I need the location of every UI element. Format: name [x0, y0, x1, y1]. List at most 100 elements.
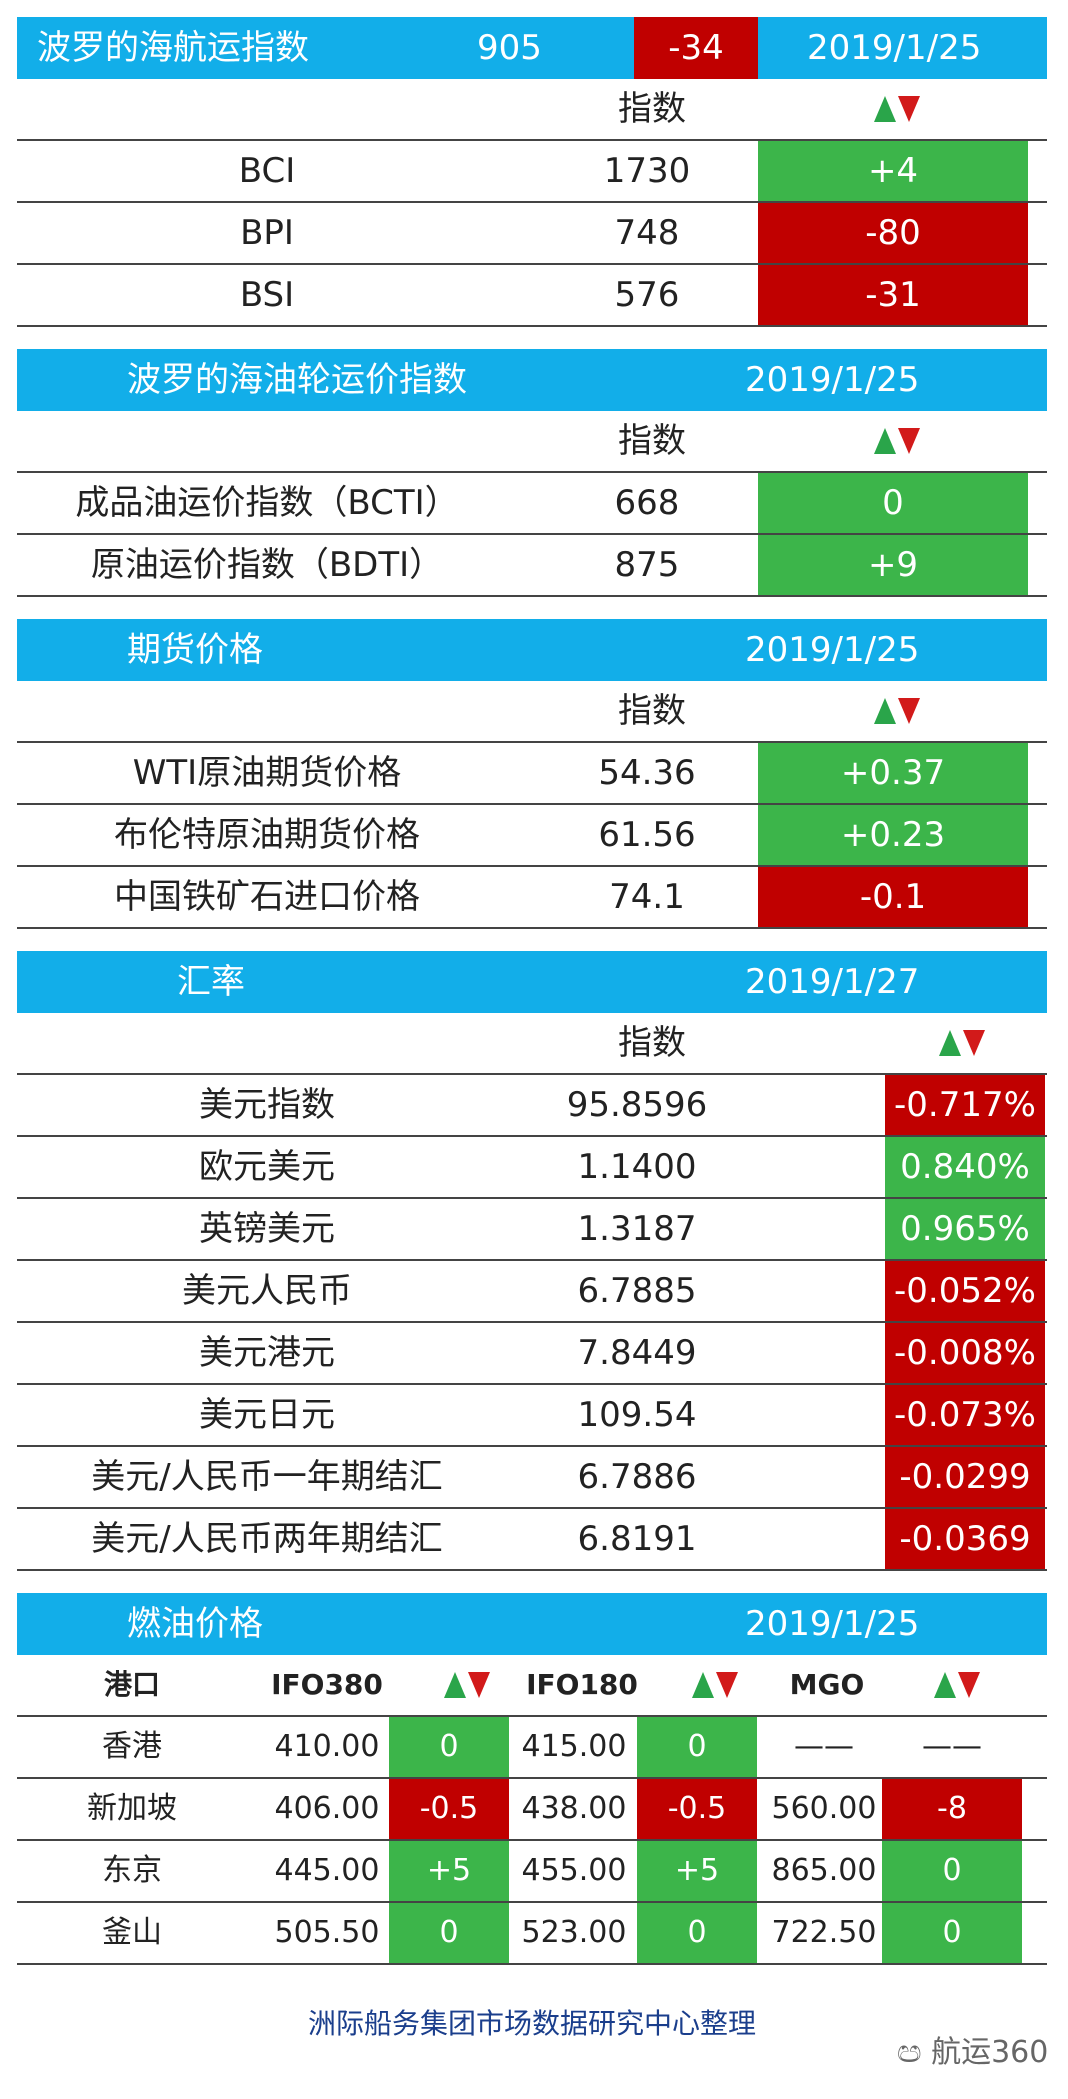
ifo380-price: 445.00 [274, 1853, 380, 1888]
fuel-date: 2019/1/25 [745, 1604, 920, 1644]
row-value: 1730 [603, 151, 691, 191]
updown-arrow-icon [907, 1655, 1007, 1715]
table-row: 原油运价指数（BDTI） 875 +9 [17, 535, 1047, 597]
market-report: 波罗的海航运指数 905 -34 2019/1/25 指数 BCI 1730 +4 B… [17, 17, 1048, 2070]
row-change: -31 [758, 265, 1028, 325]
row-name: 原油运价指数（BDTI） [90, 545, 444, 585]
futures-section: 期货价格 2019/1/25 指数 WTI原油期货价格 54.36 +0.37 布伦特… [17, 619, 1047, 929]
row-name: BCI [238, 151, 296, 191]
bdi-section: 波罗的海航运指数 905 -34 2019/1/25 指数 BCI 1730 +4 B… [17, 17, 1047, 327]
fx-column-header: 指数 [17, 1013, 1047, 1075]
row-value: 6.8191 [577, 1519, 697, 1559]
ifo380-change: -0.5 [389, 1779, 509, 1839]
ifo180-change: -0.5 [637, 1779, 757, 1839]
row-value: 875 [614, 545, 680, 585]
col-index-label: 指数 [618, 691, 686, 731]
table-row: 香港 410.00 0 415.00 0 —— —— [17, 1717, 1047, 1779]
row-name: 美元/人民币一年期结汇 [91, 1457, 443, 1497]
ifo380-price: 505.50 [274, 1915, 380, 1950]
table-row: BSI 576 -31 [17, 265, 1047, 327]
ifo180-price: 523.00 [521, 1915, 627, 1950]
ifo180-change: +5 [637, 1841, 757, 1901]
row-change: -0.1 [758, 867, 1028, 927]
row-change: 0.965% [885, 1199, 1045, 1259]
ifo180-price: 455.00 [521, 1853, 627, 1888]
row-value: 54.36 [598, 753, 696, 793]
row-name: 成品油运价指数（BCTI） [75, 483, 459, 523]
fx-title: 汇率 [177, 962, 245, 1002]
watermark: ඏ 航运360 [897, 2027, 1048, 2071]
mgo-price: 865.00 [771, 1853, 877, 1888]
table-row: 布伦特原油期货价格 61.56 +0.23 [17, 805, 1047, 867]
table-row: BCI 1730 +4 [17, 141, 1047, 203]
ifo380-price: 410.00 [274, 1729, 380, 1764]
ifo380-change: +5 [389, 1841, 509, 1901]
col-index-label: 指数 [618, 421, 686, 461]
fuel-column-header: 港口 IFO380 IFO180 MGO [17, 1655, 1047, 1717]
row-name: BPI [240, 213, 294, 253]
row-change: -80 [758, 203, 1028, 263]
row-value: 668 [614, 483, 680, 523]
row-change: +9 [758, 535, 1028, 595]
table-row: 东京 445.00 +5 455.00 +5 865.00 0 [17, 1841, 1047, 1903]
fx-date: 2019/1/27 [745, 962, 920, 1002]
ifo380-change: 0 [389, 1903, 509, 1963]
ifo180-change: 0 [637, 1717, 757, 1777]
ifo380-price: 406.00 [274, 1791, 380, 1826]
bdi-column-header: 指数 [17, 79, 1047, 141]
table-row: 美元日元 109.54 -0.073% [17, 1385, 1047, 1447]
row-name: 中国铁矿石进口价格 [114, 877, 420, 917]
tanker-date: 2019/1/25 [745, 360, 920, 400]
updown-arrow-icon [417, 1655, 517, 1715]
fuel-header: 燃油价格 2019/1/25 [17, 1593, 1047, 1655]
fx-section: 汇率 2019/1/27 指数 美元指数 95.8596 -0.717% 欧元美元 1.… [17, 951, 1047, 1571]
row-change: 0.840% [885, 1137, 1045, 1197]
row-name: 美元港元 [199, 1333, 335, 1373]
port-name: 新加坡 [87, 1791, 177, 1826]
fx-header: 汇率 2019/1/27 [17, 951, 1047, 1013]
futures-date: 2019/1/25 [745, 630, 920, 670]
table-row: WTI原油期货价格 54.36 +0.37 [17, 743, 1047, 805]
row-name: WTI原油期货价格 [132, 753, 402, 793]
row-value: 74.1 [609, 877, 685, 917]
row-value: 1.3187 [577, 1209, 697, 1249]
col-ifo180: IFO180 [526, 1668, 638, 1701]
row-change: 0 [758, 473, 1028, 533]
row-value: 748 [614, 213, 680, 253]
bdi-date: 2019/1/25 [807, 28, 982, 68]
table-row: 美元指数 95.8596 -0.717% [17, 1075, 1047, 1137]
row-change: -0.717% [885, 1075, 1045, 1135]
row-change: -0.0299 [885, 1447, 1045, 1507]
table-row: 英镑美元 1.3187 0.965% [17, 1199, 1047, 1261]
mgo-change: -8 [882, 1779, 1022, 1839]
col-index-label: 指数 [618, 89, 686, 129]
row-change: -0.0369 [885, 1509, 1045, 1569]
row-change: -0.008% [885, 1323, 1045, 1383]
table-row: 美元人民币 6.7885 -0.052% [17, 1261, 1047, 1323]
tanker-column-header: 指数 [17, 411, 1047, 473]
bdi-header: 波罗的海航运指数 905 -34 2019/1/25 [17, 17, 1047, 79]
futures-title: 期货价格 [127, 630, 263, 670]
row-value: 6.7885 [577, 1271, 697, 1311]
bdi-value: 905 [477, 28, 542, 68]
row-name: 美元日元 [199, 1395, 335, 1435]
row-change: -0.073% [885, 1385, 1045, 1445]
row-change: +0.23 [758, 805, 1028, 865]
table-row: BPI 748 -80 [17, 203, 1047, 265]
ifo180-price: 415.00 [521, 1729, 627, 1764]
tanker-rows: 成品油运价指数（BCTI） 668 0 原油运价指数（BDTI） 875 +9 [17, 473, 1047, 597]
mgo-change: —— [922, 1729, 982, 1764]
port-name: 东京 [102, 1853, 162, 1888]
tanker-title: 波罗的海油轮运价指数 [127, 360, 467, 400]
updown-arrow-icon [665, 1655, 765, 1715]
row-value: 95.8596 [566, 1085, 708, 1125]
row-change: -0.052% [885, 1261, 1045, 1321]
row-value: 6.7886 [577, 1457, 697, 1497]
mgo-price: —— [794, 1729, 854, 1764]
row-change: +0.37 [758, 743, 1028, 803]
table-row: 成品油运价指数（BCTI） 668 0 [17, 473, 1047, 535]
row-name: 英镑美元 [199, 1209, 335, 1249]
row-value: 1.1400 [577, 1147, 697, 1187]
row-value: 61.56 [598, 815, 696, 855]
row-name: 美元人民币 [182, 1271, 352, 1311]
